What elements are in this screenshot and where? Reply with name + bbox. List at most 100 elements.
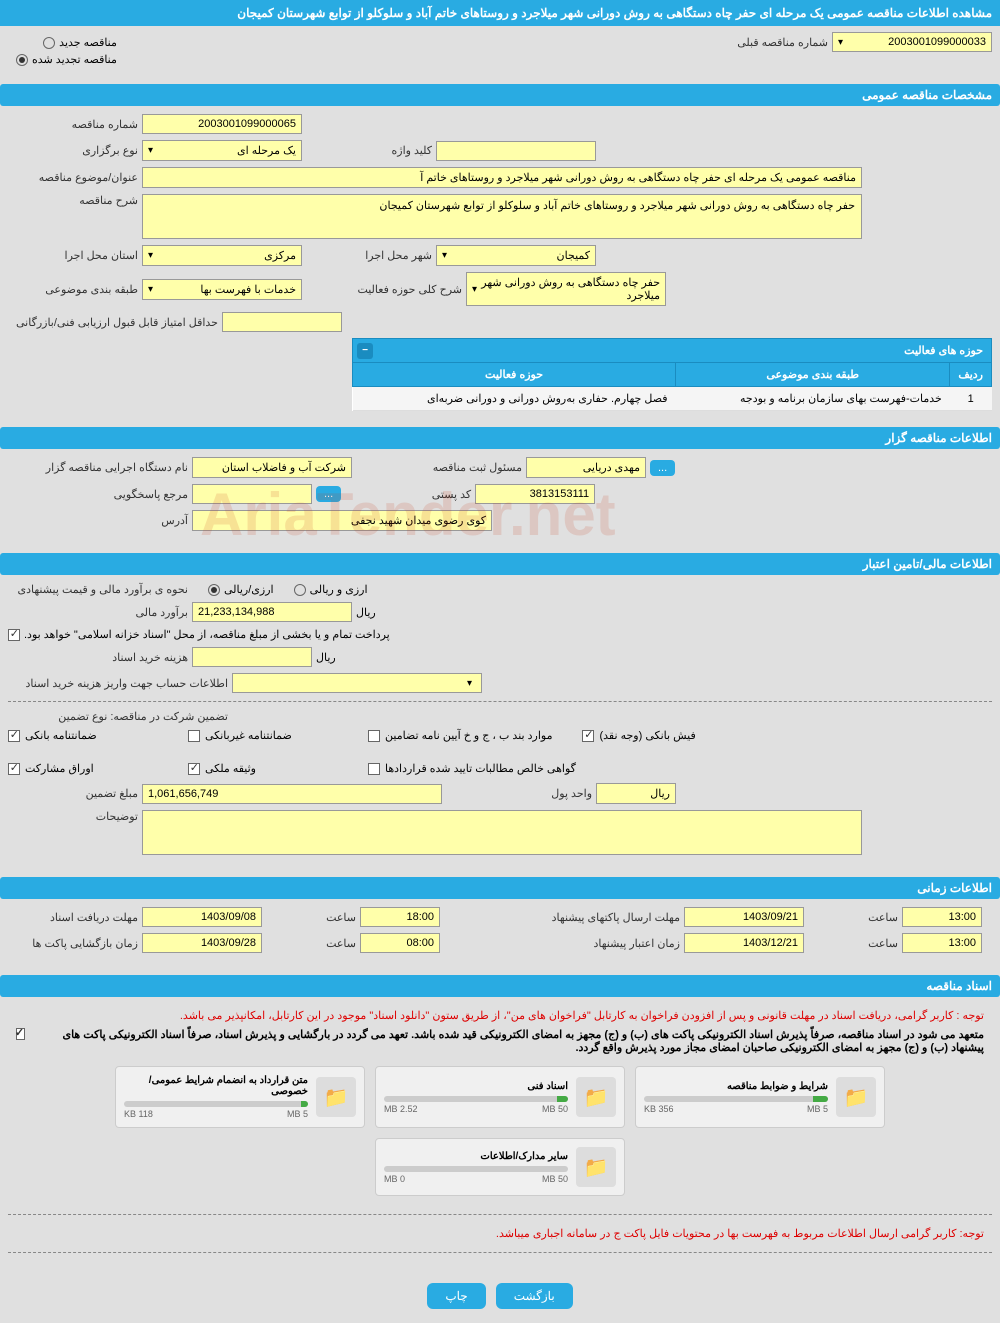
doc-max: 50 MB [542,1104,568,1114]
addr-field[interactable]: کوی رضوی میدان شهید نجفی [192,510,492,531]
province-label: استان محل اجرا [8,249,138,262]
chk-nonbank[interactable] [188,730,200,742]
deadline-doc-label: مهلت دریافت اسناد [8,911,138,924]
desc-label: شرح مناقصه [8,194,138,207]
chk-deed-label: وثیقه ملکی [205,762,256,775]
subject-field[interactable]: مناقصه عمومی یک مرحله ای حفر چاه دستگاهی… [142,167,862,188]
doccost-field[interactable] [192,647,312,667]
radio-mixed[interactable] [294,584,306,596]
estimate-field: 21,233,134,988 [192,602,352,622]
minscore-field[interactable] [222,312,342,332]
type-select[interactable]: یک مرحله ای [142,140,302,161]
treasury-checkbox[interactable] [8,629,20,641]
commitment-checkbox[interactable] [16,1028,25,1040]
doc-card[interactable]: 📁 اسناد فنی 50 MB2.52 MB [375,1066,625,1128]
post-field: 3813153111 [475,484,595,504]
col-act: حوزه فعالیت [353,363,676,387]
collapse-icon[interactable]: − [357,343,373,359]
deadline-send-date: 1403/09/21 [684,907,804,927]
radio-new[interactable] [43,37,55,49]
doc-card[interactable]: 📁 شرایط و ضوابط مناقصه 5 MB356 KB [635,1066,885,1128]
account-select[interactable] [232,673,482,693]
keyword-field[interactable] [436,141,596,161]
section-docs-header: اسناد مناقصه [0,975,1000,997]
doc-card[interactable]: 📁 سایر مدارک/اطلاعات 50 MB 0 MB [375,1138,625,1196]
folder-icon: 📁 [576,1147,616,1187]
time-label-2: ساعت [266,937,356,950]
chk-nonbank-label: ضمانتنامه غیربانکی [205,729,292,742]
guarantee-type-label: تضمین شرکت در مناقصه: نوع تضمین [8,710,228,723]
chk-deed[interactable] [188,763,200,775]
doc-used: 118 KB [124,1109,153,1119]
province-select[interactable]: مرکزی [142,245,302,266]
manager-lookup-button[interactable]: ... [650,460,675,476]
number-field: 2003001099000065 [142,114,302,134]
activity-select[interactable]: حفر چاه دستگاهی به روش دورانی شهر میلاجر… [466,272,666,306]
doc-used: 0 MB [384,1174,405,1184]
print-button[interactable]: چاپ [427,1283,485,1309]
cell-num: 1 [950,387,992,411]
folder-icon: 📁 [836,1077,876,1117]
estimate-currency: ریال [356,606,376,619]
separator [8,1214,992,1215]
cell-cat: خدمات-فهرست بهای سازمان برنامه و بودجه [676,387,950,411]
separator [8,701,992,702]
section-timing-header: اطلاعات زمانی [0,877,1000,899]
section-general-header: مشخصات مناقصه عمومی [0,84,1000,106]
doc-card[interactable]: 📁 متن قرارداد به انضمام شرایط عمومی/خصوص… [115,1066,365,1128]
doc-used: 356 KB [644,1104,674,1114]
validity-date: 1403/12/21 [684,933,804,953]
back-button[interactable]: بازگشت [496,1283,573,1309]
category-select[interactable]: خدمات با فهرست بها [142,279,302,300]
col-row: ردیف [950,363,992,387]
docs-note-2: متعهد می شود در اسناد مناقصه، صرفاً پذیر… [31,1028,984,1054]
chk-claims[interactable] [368,763,380,775]
ref-field[interactable] [192,484,312,504]
estimate-label: برآورد مالی [8,606,188,619]
docs-note-1: توجه : کاربر گرامی، دریافت اسناد در مهلت… [8,1005,992,1026]
validity-time: 13:00 [902,933,982,953]
desc-field[interactable]: حفر چاه دستگاهی به روش دورانی شهر میلاجر… [142,194,862,239]
chk-cash[interactable] [582,730,594,742]
validity-label: زمان اعتبار پیشنهاد [520,937,680,950]
notes-field[interactable] [142,810,862,855]
deadline-send-label: مهلت ارسال پاکتهای پیشنهاد [520,911,680,924]
ref-lookup-button[interactable]: ... [316,486,341,502]
org-label: نام دستگاه اجرایی مناقصه گزار [8,461,188,474]
subject-label: عنوان/موضوع مناقصه [8,171,138,184]
chk-bonds-label: اوراق مشارکت [25,762,94,775]
notes-label: توضیحات [8,810,138,823]
doccost-label: هزینه خرید اسناد [8,651,188,664]
prev-number-select[interactable]: 2003001099000033 [832,32,992,52]
radio-rial[interactable] [208,584,220,596]
open-label: زمان بازگشایی پاکت ها [8,937,138,950]
tender-status-radios: مناقصه جدید مناقصه تجدید شده [8,32,125,70]
doc-title: سایر مدارک/اطلاعات [384,1151,568,1162]
chk-bonds[interactable] [8,763,20,775]
account-label: اطلاعات حساب جهت واریز هزینه خرید اسناد [8,677,228,690]
chk-bylaw-label: موارد بند ب ، ج و خ آیین نامه تضامین [385,729,552,742]
org-field: شرکت آب و فاضلاب استان [192,457,352,478]
docs-note-3: توجه: کاربر گرامی ارسال اطلاعات مربوط به… [8,1223,992,1244]
open-time: 08:00 [360,933,440,953]
activity-label: شرح کلی حوزه فعالیت [342,283,462,296]
time-label-3: ساعت [808,911,898,924]
col-cat: طبقه بندی موضوعی [676,363,950,387]
chk-bank[interactable] [8,730,20,742]
chk-bylaw[interactable] [368,730,380,742]
radio-renewed[interactable] [16,54,28,66]
radio-renewed-label: مناقصه تجدید شده [32,53,117,66]
minscore-label: حداقل امتیاز قابل قبول ارزیابی فنی/بازرگ… [8,316,218,329]
doccost-currency: ریال [316,651,336,664]
radio-new-label: مناقصه جدید [59,36,117,49]
chk-cash-label: فیش بانکی (وجه نقد) [599,729,695,742]
doc-max: 5 MB [287,1109,308,1119]
category-label: طبقه بندی موضوعی [8,283,138,296]
doc-title: شرایط و ضوابط مناقصه [644,1081,828,1092]
deadline-doc-time: 18:00 [360,907,440,927]
open-date: 1403/09/28 [142,933,262,953]
doc-max: 50 MB [542,1174,568,1184]
city-select[interactable]: کمیجان [436,245,596,266]
chk-bank-label: ضمانتنامه بانکی [25,729,97,742]
amount-field: 1,061,656,749 [142,784,442,804]
